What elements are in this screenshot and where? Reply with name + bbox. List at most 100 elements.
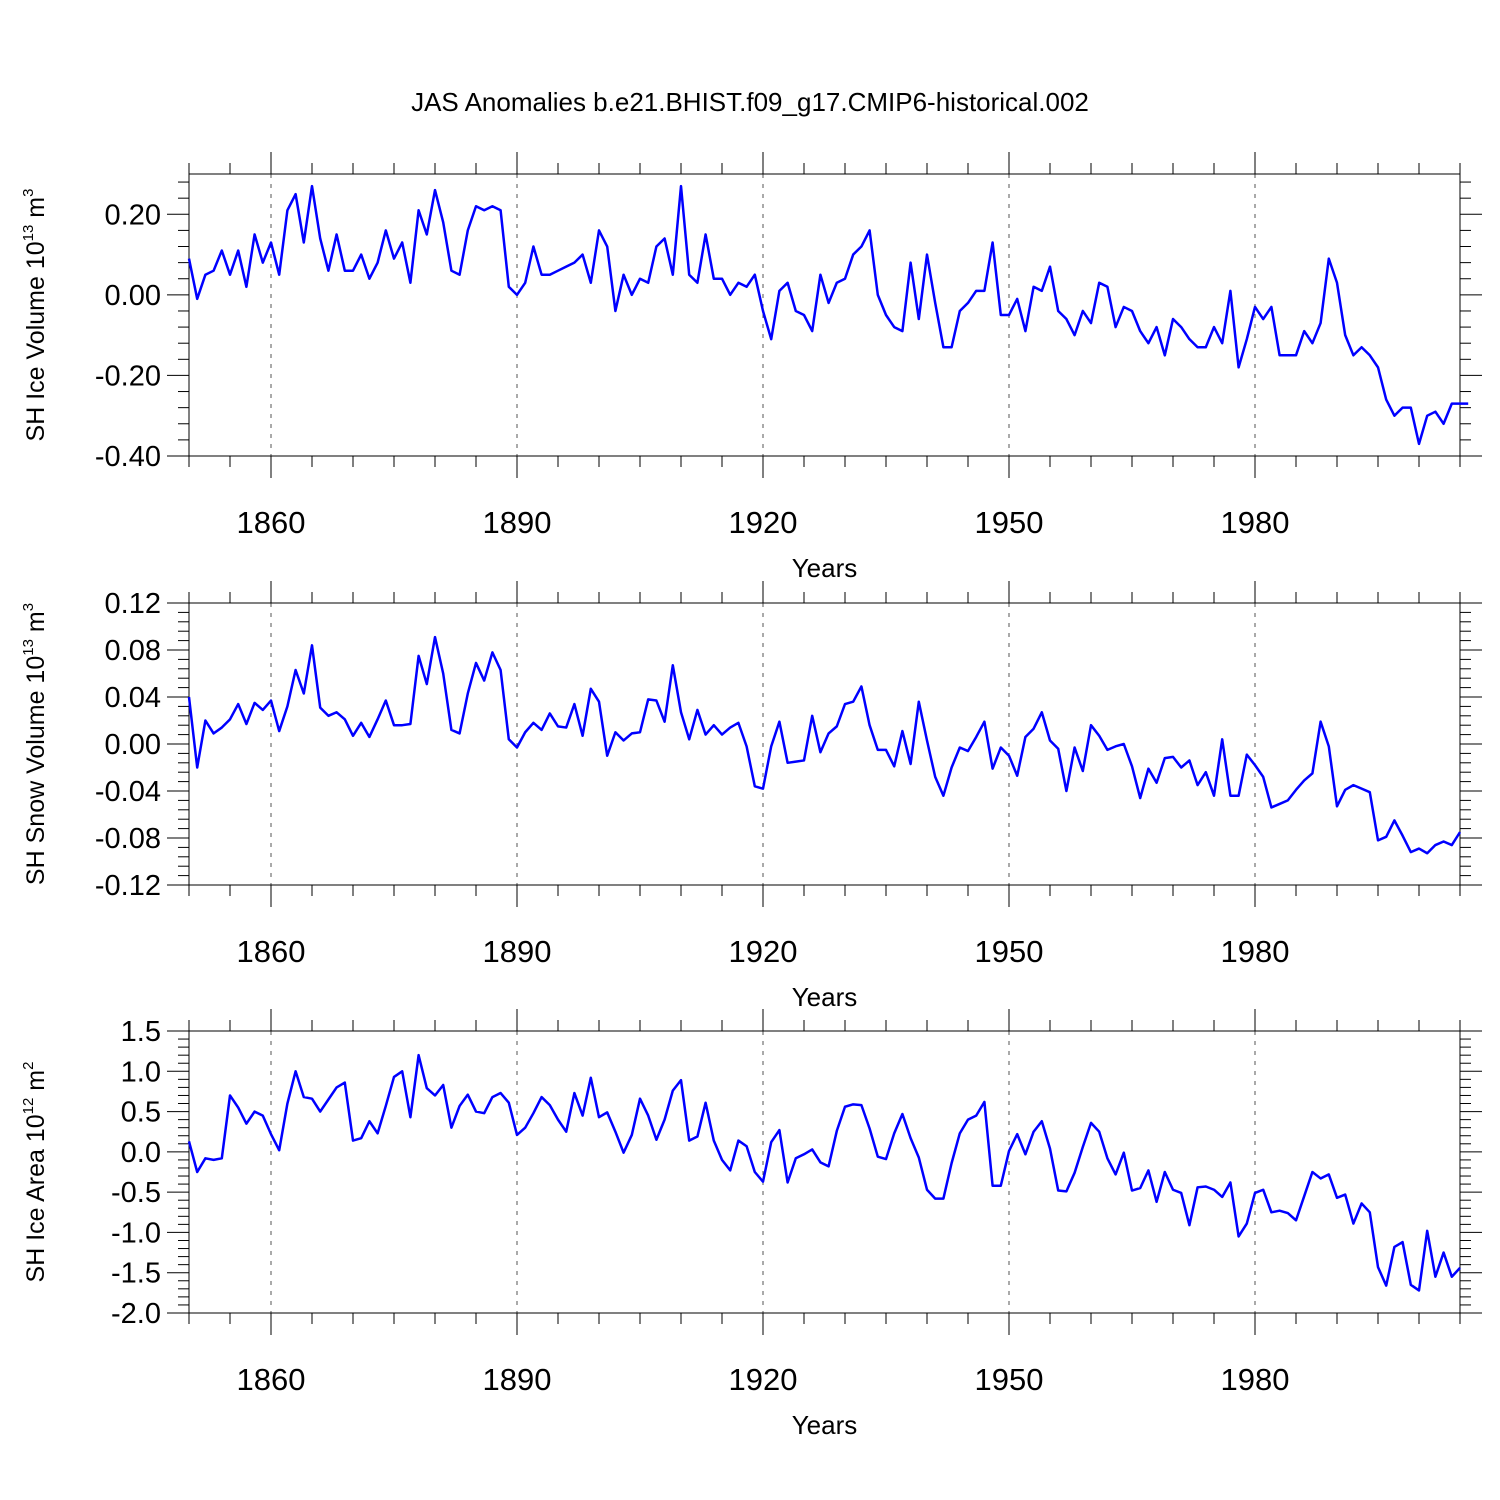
data-point xyxy=(500,210,501,211)
data-point xyxy=(1287,800,1288,801)
data-point xyxy=(1107,1158,1108,1159)
data-point xyxy=(213,733,214,734)
data-point xyxy=(681,1080,682,1081)
data-point xyxy=(402,242,403,243)
data-point xyxy=(1099,1131,1100,1132)
y-tick-label: 0.00 xyxy=(105,729,161,761)
data-point xyxy=(738,1140,739,1141)
y-tick-label: -0.12 xyxy=(95,870,161,902)
data-point xyxy=(1000,1185,1001,1186)
data-point xyxy=(1460,832,1461,833)
data-point xyxy=(467,1094,468,1095)
data-point xyxy=(344,270,345,271)
data-point xyxy=(754,274,755,275)
data-point xyxy=(435,190,436,191)
data-point xyxy=(361,1138,362,1139)
data-point xyxy=(410,724,411,725)
data-point xyxy=(1066,1191,1067,1192)
data-point xyxy=(1197,785,1198,786)
data-point xyxy=(1410,1284,1411,1285)
panels: -0.40 -0.20 0.00 0.20 1860 1890 1920 1950 1980 Ye… xyxy=(20,152,1482,1440)
data-point xyxy=(492,652,493,653)
data-point xyxy=(1205,347,1206,348)
data-point xyxy=(656,1139,657,1140)
data-point xyxy=(672,1090,673,1091)
data-point xyxy=(541,1097,542,1098)
data-point xyxy=(361,722,362,723)
data-point xyxy=(385,230,386,231)
data-point xyxy=(426,234,427,235)
data-point xyxy=(295,1071,296,1072)
data-point xyxy=(599,701,600,702)
x-axis-label: Years xyxy=(792,982,858,1012)
data-point xyxy=(746,286,747,287)
y-tick-label: 0.0 xyxy=(121,1137,161,1169)
data-point xyxy=(377,1133,378,1134)
data-point xyxy=(623,274,624,275)
data-point xyxy=(861,686,862,687)
data-point xyxy=(312,645,313,646)
data-point xyxy=(287,1103,288,1104)
data-point xyxy=(820,752,821,753)
data-point xyxy=(574,1093,575,1094)
data-point xyxy=(1468,403,1469,404)
data-point xyxy=(812,1149,813,1150)
data-point xyxy=(631,1134,632,1135)
data-point xyxy=(664,1119,665,1120)
data-point xyxy=(1099,282,1100,283)
data-point xyxy=(385,700,386,701)
data-point xyxy=(648,699,649,700)
data-point xyxy=(484,1113,485,1114)
data-point xyxy=(943,795,944,796)
data-point xyxy=(779,721,780,722)
data-point xyxy=(312,186,313,187)
y-axis-label-yunit_unit_exp: 3 xyxy=(20,189,37,197)
data-point xyxy=(754,1172,755,1173)
series-line-snow-volume xyxy=(187,635,1462,855)
figure-title: JAS Anomalies b.e21.BHIST.f09_g17.CMIP6-… xyxy=(411,87,1089,117)
y-axis-label: SH Ice Volume 1013 m3 xyxy=(20,189,50,442)
data-point xyxy=(1017,1134,1018,1135)
data-point xyxy=(927,254,928,255)
data-point xyxy=(713,725,714,726)
data-point xyxy=(369,736,370,737)
data-point xyxy=(910,1138,911,1139)
data-point xyxy=(705,1102,706,1103)
data-point xyxy=(1451,845,1452,846)
data-point xyxy=(1304,1196,1305,1197)
data-point xyxy=(1058,1190,1059,1191)
data-point xyxy=(508,1102,509,1103)
data-point xyxy=(1369,792,1370,793)
data-point xyxy=(1263,776,1264,777)
data-point xyxy=(1419,443,1420,444)
data-point xyxy=(918,319,919,320)
data-point xyxy=(492,1097,493,1098)
data-point xyxy=(1033,1131,1034,1132)
data-point xyxy=(1246,1223,1247,1224)
data-point xyxy=(1115,1174,1116,1175)
data-point xyxy=(1041,1121,1042,1122)
data-point xyxy=(1320,1178,1321,1179)
data-point xyxy=(771,339,772,340)
data-point xyxy=(722,734,723,735)
data-point xyxy=(599,1117,600,1118)
data-point xyxy=(443,222,444,223)
plot-frame xyxy=(188,1030,1461,1314)
data-point xyxy=(1107,749,1108,750)
data-point xyxy=(959,1133,960,1134)
data-point xyxy=(1074,335,1075,336)
data-point xyxy=(1017,298,1018,299)
data-point xyxy=(861,246,862,247)
data-point xyxy=(861,1105,862,1106)
data-point xyxy=(1115,746,1116,747)
data-point xyxy=(1410,407,1411,408)
data-point xyxy=(295,194,296,195)
data-point xyxy=(894,1133,895,1134)
data-point xyxy=(189,1141,190,1142)
data-point xyxy=(828,302,829,303)
data-point xyxy=(607,755,608,756)
data-point xyxy=(992,768,993,769)
y-tick-label: 0.5 xyxy=(121,1097,161,1129)
y-axis-label-yunit_base: 10 xyxy=(22,656,50,691)
data-point xyxy=(804,1154,805,1155)
